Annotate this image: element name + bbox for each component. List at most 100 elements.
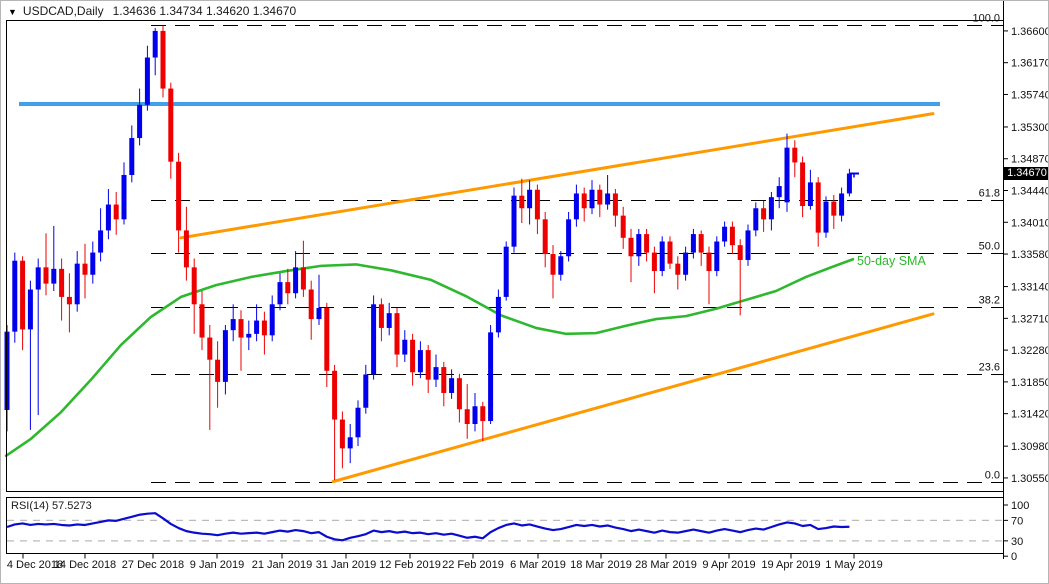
candle-body bbox=[441, 367, 447, 393]
candle-body bbox=[698, 234, 704, 253]
time-axis-label: 28 Mar 2019 bbox=[635, 559, 697, 571]
price-axis-label: 1.33580 bbox=[1011, 249, 1049, 261]
time-axis-label: 9 Jan 2019 bbox=[190, 559, 244, 571]
candle-body bbox=[667, 241, 673, 264]
candle-body bbox=[425, 350, 431, 380]
candle-body bbox=[300, 267, 306, 290]
fib-level-label: 100.0 bbox=[972, 13, 1000, 25]
candle-body bbox=[394, 313, 400, 355]
candle-body bbox=[82, 263, 88, 275]
price-axis-label: 1.34010 bbox=[1011, 217, 1049, 229]
time-axis-label: 19 Apr 2019 bbox=[761, 559, 820, 571]
candle-body bbox=[534, 189, 540, 220]
candle-body bbox=[761, 208, 767, 220]
upper-trendline[interactable] bbox=[179, 112, 935, 240]
candle-body bbox=[222, 330, 228, 382]
candle-body bbox=[636, 234, 642, 257]
time-axis-label: 14 Dec 2018 bbox=[54, 559, 116, 571]
sma-line[interactable] bbox=[4, 257, 855, 458]
candle-body bbox=[27, 289, 33, 330]
candle-body bbox=[215, 359, 221, 382]
candle-body bbox=[831, 201, 837, 216]
time-axis-label: 12 Feb 2019 bbox=[379, 559, 441, 571]
candle-body bbox=[417, 350, 423, 373]
price-axis-label: 1.35300 bbox=[1011, 122, 1049, 134]
lower-trendline[interactable] bbox=[331, 312, 935, 484]
candle-body bbox=[152, 30, 158, 58]
candle-body bbox=[199, 304, 205, 338]
candle-body bbox=[519, 195, 525, 209]
price-axis-label: 1.33140 bbox=[1011, 282, 1049, 294]
symbol-dropdown-icon[interactable]: ▼ bbox=[8, 7, 17, 17]
price-axis-label: 1.34870 bbox=[1011, 154, 1049, 166]
candle-body bbox=[605, 193, 611, 205]
candle-body bbox=[160, 30, 166, 89]
candle-body bbox=[628, 237, 634, 257]
sma-label: 50-day SMA bbox=[857, 254, 926, 268]
price-axis-label: 1.32280 bbox=[1011, 345, 1049, 357]
candle-body bbox=[277, 282, 283, 305]
fib-level-label: 23.6 bbox=[979, 362, 1000, 374]
candle-body bbox=[776, 186, 782, 198]
rsi-indicator-label: RSI(14) 57.5273 bbox=[11, 500, 92, 512]
chart-ohlc-title: ▼ USDCAD,Daily 1.34636 1.34734 1.34620 1.3… bbox=[8, 4, 296, 18]
candle-body bbox=[207, 337, 213, 360]
candle-body bbox=[66, 296, 72, 305]
candle-body bbox=[683, 252, 689, 275]
candle-body bbox=[464, 409, 470, 424]
candle-body bbox=[246, 333, 252, 338]
time-axis-label: 6 Mar 2019 bbox=[510, 559, 566, 571]
candle-body bbox=[729, 226, 735, 246]
candle-body bbox=[90, 252, 96, 275]
candle-body bbox=[433, 367, 439, 380]
price-axis-label: 1.35740 bbox=[1011, 89, 1049, 101]
rsi-scale-label: 30 bbox=[1011, 536, 1023, 548]
time-axis-label: 1 May 2019 bbox=[825, 559, 882, 571]
candle-body bbox=[480, 406, 486, 422]
candle-body bbox=[176, 161, 182, 231]
candle-body bbox=[846, 173, 852, 194]
candle-body bbox=[566, 219, 572, 257]
candle-body bbox=[690, 234, 696, 253]
time-axis-label: 9 Apr 2019 bbox=[702, 559, 755, 571]
candle-body bbox=[308, 289, 314, 320]
candle-body bbox=[43, 267, 49, 284]
time-axis-label: 27 Dec 2018 bbox=[122, 559, 184, 571]
price-axis-label: 1.31850 bbox=[1011, 377, 1049, 389]
candle-body bbox=[651, 252, 657, 272]
candle-body bbox=[792, 147, 798, 163]
candle-body bbox=[839, 193, 845, 216]
price-axis-label: 1.31420 bbox=[1011, 409, 1049, 421]
candle-body bbox=[230, 319, 236, 331]
rsi-line[interactable] bbox=[6, 512, 850, 542]
candle-body bbox=[269, 304, 275, 336]
candle-body bbox=[784, 147, 790, 203]
candle-body bbox=[339, 419, 345, 449]
candle-body bbox=[386, 313, 392, 328]
time-axis-label: 31 Jan 2019 bbox=[316, 559, 377, 571]
price-axis-label: 1.36600 bbox=[1011, 26, 1049, 38]
candle-body bbox=[191, 267, 197, 305]
candle-body bbox=[714, 241, 720, 272]
time-axis-label: 21 Jan 2019 bbox=[252, 559, 313, 571]
candle-body bbox=[332, 370, 338, 420]
candle-body bbox=[59, 268, 65, 297]
candles-layer bbox=[4, 25, 852, 481]
fib-level-label: 61.8 bbox=[979, 188, 1000, 200]
candle-body bbox=[542, 219, 548, 255]
candle-body bbox=[105, 204, 111, 231]
candle-body bbox=[706, 252, 712, 272]
candle-body bbox=[503, 246, 509, 297]
candle-body bbox=[168, 88, 174, 162]
candle-body bbox=[98, 230, 104, 253]
candle-body bbox=[183, 230, 189, 268]
candle-body bbox=[238, 319, 244, 338]
price-axis-label: 1.30550 bbox=[1011, 473, 1049, 485]
candle-body bbox=[550, 254, 556, 275]
candle-body bbox=[800, 162, 806, 207]
candle-body bbox=[20, 260, 26, 330]
candle-body bbox=[129, 138, 135, 175]
rsi-scale-label: 70 bbox=[1011, 515, 1023, 527]
